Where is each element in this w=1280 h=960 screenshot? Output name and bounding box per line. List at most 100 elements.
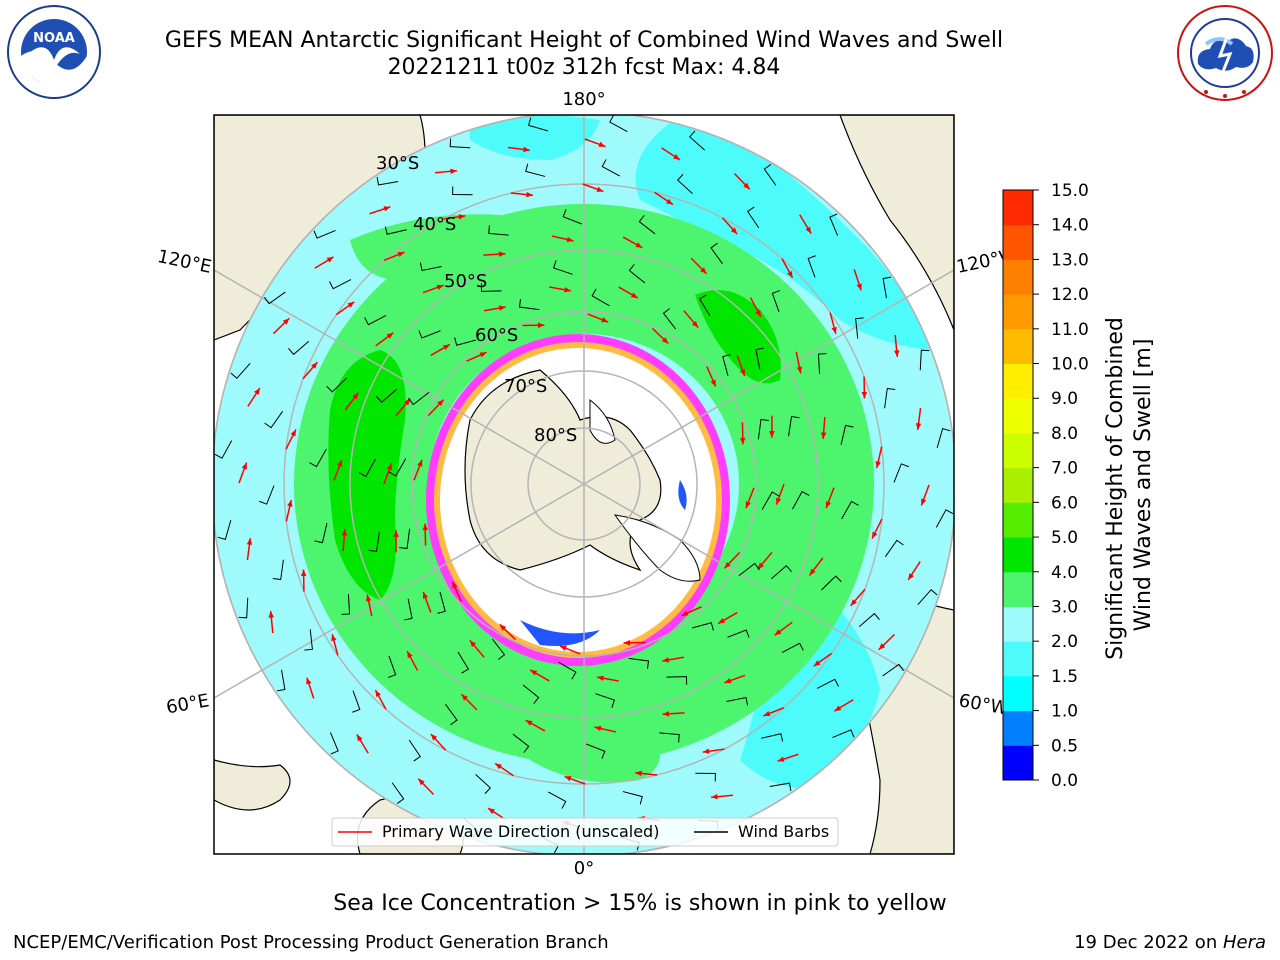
wave-arrow-head	[397, 251, 405, 258]
lat-label-80s: 80°S	[534, 425, 577, 446]
colorbar-tick-label: 0.0	[1051, 771, 1078, 791]
colorbar-tick-label: 13.0	[1051, 250, 1089, 270]
wind-barb	[407, 391, 430, 406]
graticule	[214, 115, 954, 854]
wave-arrow-head	[287, 499, 293, 507]
wind-barb	[781, 642, 804, 654]
wave-arrow-head	[537, 322, 545, 328]
wind-barb	[882, 663, 904, 677]
wave-arrow-head	[724, 678, 732, 684]
colorbar-segment	[1003, 675, 1033, 712]
wind-barb	[522, 684, 540, 705]
wind-barb	[893, 463, 909, 483]
wind-barb	[259, 485, 275, 505]
wind-barb	[408, 739, 422, 762]
wave-arrow-head	[461, 694, 468, 701]
wave-arrow-head	[422, 591, 429, 599]
colorbar-segment	[1003, 502, 1033, 538]
credit-branch: NCEP/EMC/Verification Post Processing Pr…	[13, 932, 609, 953]
wave-direction-arrows	[238, 138, 930, 830]
wind-barb	[552, 260, 573, 275]
lat-label-50s: 50°S	[444, 271, 487, 292]
wind-barb	[689, 130, 705, 151]
wind-barb	[763, 164, 777, 186]
wave-arrow-head	[495, 763, 502, 770]
wind-barb	[518, 299, 540, 311]
wind-barb	[882, 276, 892, 299]
wave-arrow-head	[635, 770, 642, 777]
wind-barb	[855, 317, 864, 339]
colorbar-tick-label: 2.0	[1051, 632, 1078, 652]
wave-arrow-head	[526, 191, 533, 198]
colorbar-label: Significant Height of Combined Wind Wave…	[1103, 310, 1156, 660]
wind-barbs	[214, 115, 954, 854]
wave-arrow-head	[856, 283, 862, 291]
wave-arrow-head	[915, 423, 922, 430]
wind-barb	[264, 411, 284, 429]
wind-barb	[388, 458, 407, 477]
wave-arrow-head	[523, 146, 530, 153]
wind-barb	[276, 669, 286, 692]
colorbar-segment	[1003, 571, 1033, 607]
wind-barb	[726, 696, 749, 706]
colorbar-frame	[1002, 189, 1034, 781]
legend-wind-barbs: Wind Barbs	[738, 822, 829, 841]
wind-barb	[757, 418, 769, 440]
wave-arrow-head	[437, 399, 444, 407]
wind-barb	[404, 598, 413, 621]
colorbar-segment	[1003, 432, 1033, 469]
wind-barb	[358, 458, 376, 478]
wind-barb	[710, 242, 724, 265]
wave-arrow-head	[393, 530, 399, 537]
wave-arrow-head	[469, 640, 477, 648]
wind-barb	[488, 225, 509, 236]
wave-arrow-head	[403, 398, 411, 406]
wind-barb	[691, 622, 714, 631]
wind-barb	[628, 657, 650, 669]
wind-barb	[698, 294, 711, 317]
wind-barb	[792, 490, 810, 510]
wave-arrow-head	[268, 611, 275, 618]
wind-barb	[391, 782, 405, 804]
colorbar-tick-label: 5.0	[1051, 528, 1078, 548]
wind-barb	[586, 743, 606, 759]
wave-arrow-head	[241, 462, 247, 470]
wave-arrow-head	[711, 793, 718, 800]
wave-arrow-head	[418, 778, 425, 786]
wave-arrow-head	[834, 705, 842, 712]
wave-arrow-head	[331, 634, 337, 642]
wave-arrow-head	[246, 538, 253, 545]
colorbar-segment	[1003, 606, 1033, 642]
colorbar-label-line2: Wind Waves and Swell [m]	[1131, 339, 1156, 632]
wave-arrow-head	[710, 379, 716, 387]
wind-barb	[761, 491, 780, 510]
lat-label-70s: 70°S	[504, 376, 547, 397]
colorbar-segment	[1003, 467, 1033, 503]
wind-barb	[547, 791, 567, 809]
wave-arrow-head	[661, 337, 669, 344]
wind-barb	[314, 523, 328, 544]
wind-barb	[727, 629, 750, 638]
wave-arrow-head	[662, 657, 670, 663]
colorbar	[1003, 190, 1033, 781]
noaa-logo: NOAA	[7, 5, 101, 99]
wave-arrow-head	[893, 350, 900, 357]
wave-arrow-head	[850, 599, 857, 606]
wind-barb	[457, 651, 470, 674]
chart-subtitle: 20221211 t00z 312h fcst Max: 4.84	[387, 55, 781, 80]
lon-label-60w: 60°W	[957, 690, 1010, 719]
colorbar-tick-label: 14.0	[1051, 216, 1089, 236]
wind-barb	[475, 774, 492, 795]
wave-arrow-head	[386, 332, 394, 339]
wind-barb	[288, 340, 310, 356]
wind-barb	[746, 206, 760, 229]
wind-barb	[761, 733, 784, 742]
wave-arrow-head	[300, 569, 307, 577]
sea-ice-footnote: Sea Ice Concentration > 15% is shown in …	[333, 891, 947, 916]
wind-barb	[558, 661, 577, 680]
wind-barb	[329, 732, 339, 755]
wind-barb	[919, 349, 930, 371]
wind-barb	[662, 307, 677, 330]
wave-arrow-head	[311, 362, 318, 369]
colorbar-tick-label: 8.0	[1051, 424, 1078, 444]
